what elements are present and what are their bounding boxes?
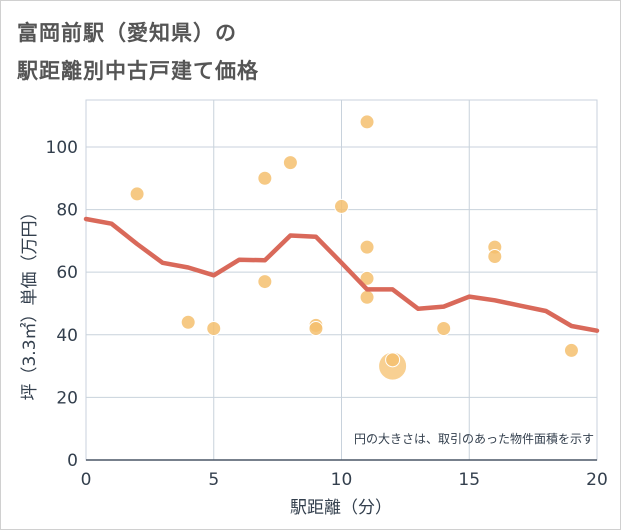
- data-point: [257, 170, 273, 186]
- x-axis-label: 駅距離（分）: [290, 498, 392, 518]
- data-point: [308, 321, 324, 337]
- tick-layer: 0 5 10 15 20 0 20 40 60 80 100: [46, 138, 608, 490]
- data-point: [487, 249, 503, 265]
- data-point: [359, 114, 375, 130]
- x-tick-label: 0: [81, 470, 92, 490]
- data-point: [206, 321, 222, 337]
- x-tick-label: 10: [331, 470, 353, 490]
- data-point: [282, 155, 298, 171]
- y-tick-label: 20: [56, 388, 78, 408]
- y-tick-label: 40: [56, 326, 78, 346]
- data-point: [359, 270, 375, 286]
- data-point: [180, 314, 196, 330]
- trend-layer: [83, 216, 600, 333]
- chart-title-line2: 駅距離別中古戸建て価格: [17, 59, 259, 83]
- data-point: [385, 352, 401, 368]
- y-axis-label: 坪（3.3㎡）単価（万円）: [20, 203, 40, 400]
- x-tick-label: 5: [208, 470, 219, 490]
- data-point: [563, 342, 579, 358]
- x-tick-label: 20: [586, 470, 608, 490]
- y-tick-label: 60: [56, 263, 78, 283]
- y-tick-label: 0: [67, 451, 78, 471]
- data-point: [129, 186, 145, 202]
- x-tick-label: 15: [458, 470, 480, 490]
- trend-line: [83, 216, 600, 333]
- y-tick-label: 80: [56, 201, 78, 221]
- data-point: [359, 289, 375, 305]
- bubble-layer: [129, 114, 579, 381]
- chart-note: 円の大きさは、取引のあった物件面積を示す: [354, 431, 594, 446]
- chart-title-line1: 富岡前駅（愛知県）の: [17, 21, 237, 45]
- data-point: [257, 274, 273, 290]
- y-tick-label: 100: [46, 138, 78, 158]
- data-point: [334, 198, 349, 214]
- data-point: [359, 239, 375, 255]
- grid-layer: [85, 99, 598, 461]
- data-point: [436, 321, 452, 337]
